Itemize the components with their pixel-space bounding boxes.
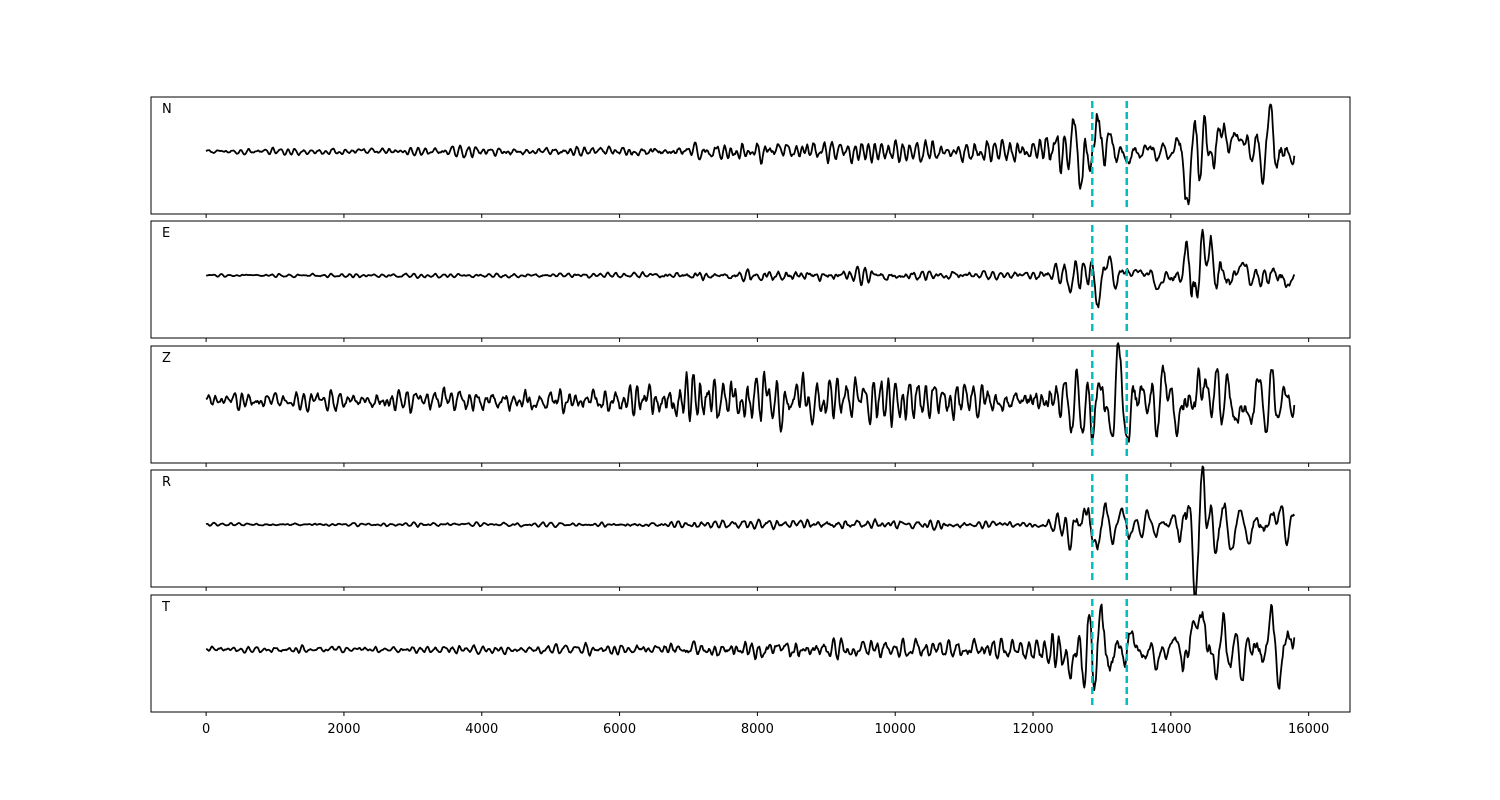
panel-frame <box>150 594 1351 713</box>
x-tick-label: 4000 <box>465 722 498 737</box>
panel-n: N <box>150 96 1351 218</box>
panels-group: N E Z R T <box>150 96 1351 716</box>
waveform-trace-z <box>205 342 1296 443</box>
panel-label: R <box>162 475 171 490</box>
panel-e: E <box>150 220 1351 342</box>
panel-label: E <box>162 226 170 241</box>
waveform-trace-r <box>205 465 1296 597</box>
panel-t: T <box>150 594 1351 716</box>
x-tick-label: 0 <box>202 722 210 737</box>
x-axis: 0 2000 4000 6000 8000 10000 12000 14000 16000 <box>202 722 1329 737</box>
x-tick-label: 16000 <box>1288 722 1329 737</box>
waveform-trace-e <box>205 228 1296 309</box>
x-tick-label: 8000 <box>741 722 774 737</box>
panel-label: T <box>161 600 170 615</box>
panel-frame <box>150 96 1351 215</box>
x-tick-label: 6000 <box>603 722 636 737</box>
panel-label: N <box>162 102 172 117</box>
x-tick-label: 14000 <box>1150 722 1191 737</box>
panel-z: Z <box>150 342 1351 467</box>
x-tick-label: 12000 <box>1012 722 1053 737</box>
x-tick-label: 2000 <box>327 722 360 737</box>
panel-frame <box>150 469 1351 588</box>
waveform-trace-n <box>205 103 1296 206</box>
panel-label: Z <box>162 351 171 366</box>
panel-r: R <box>150 465 1351 597</box>
waveform-trace-t <box>205 603 1296 691</box>
x-tick-label: 10000 <box>875 722 916 737</box>
